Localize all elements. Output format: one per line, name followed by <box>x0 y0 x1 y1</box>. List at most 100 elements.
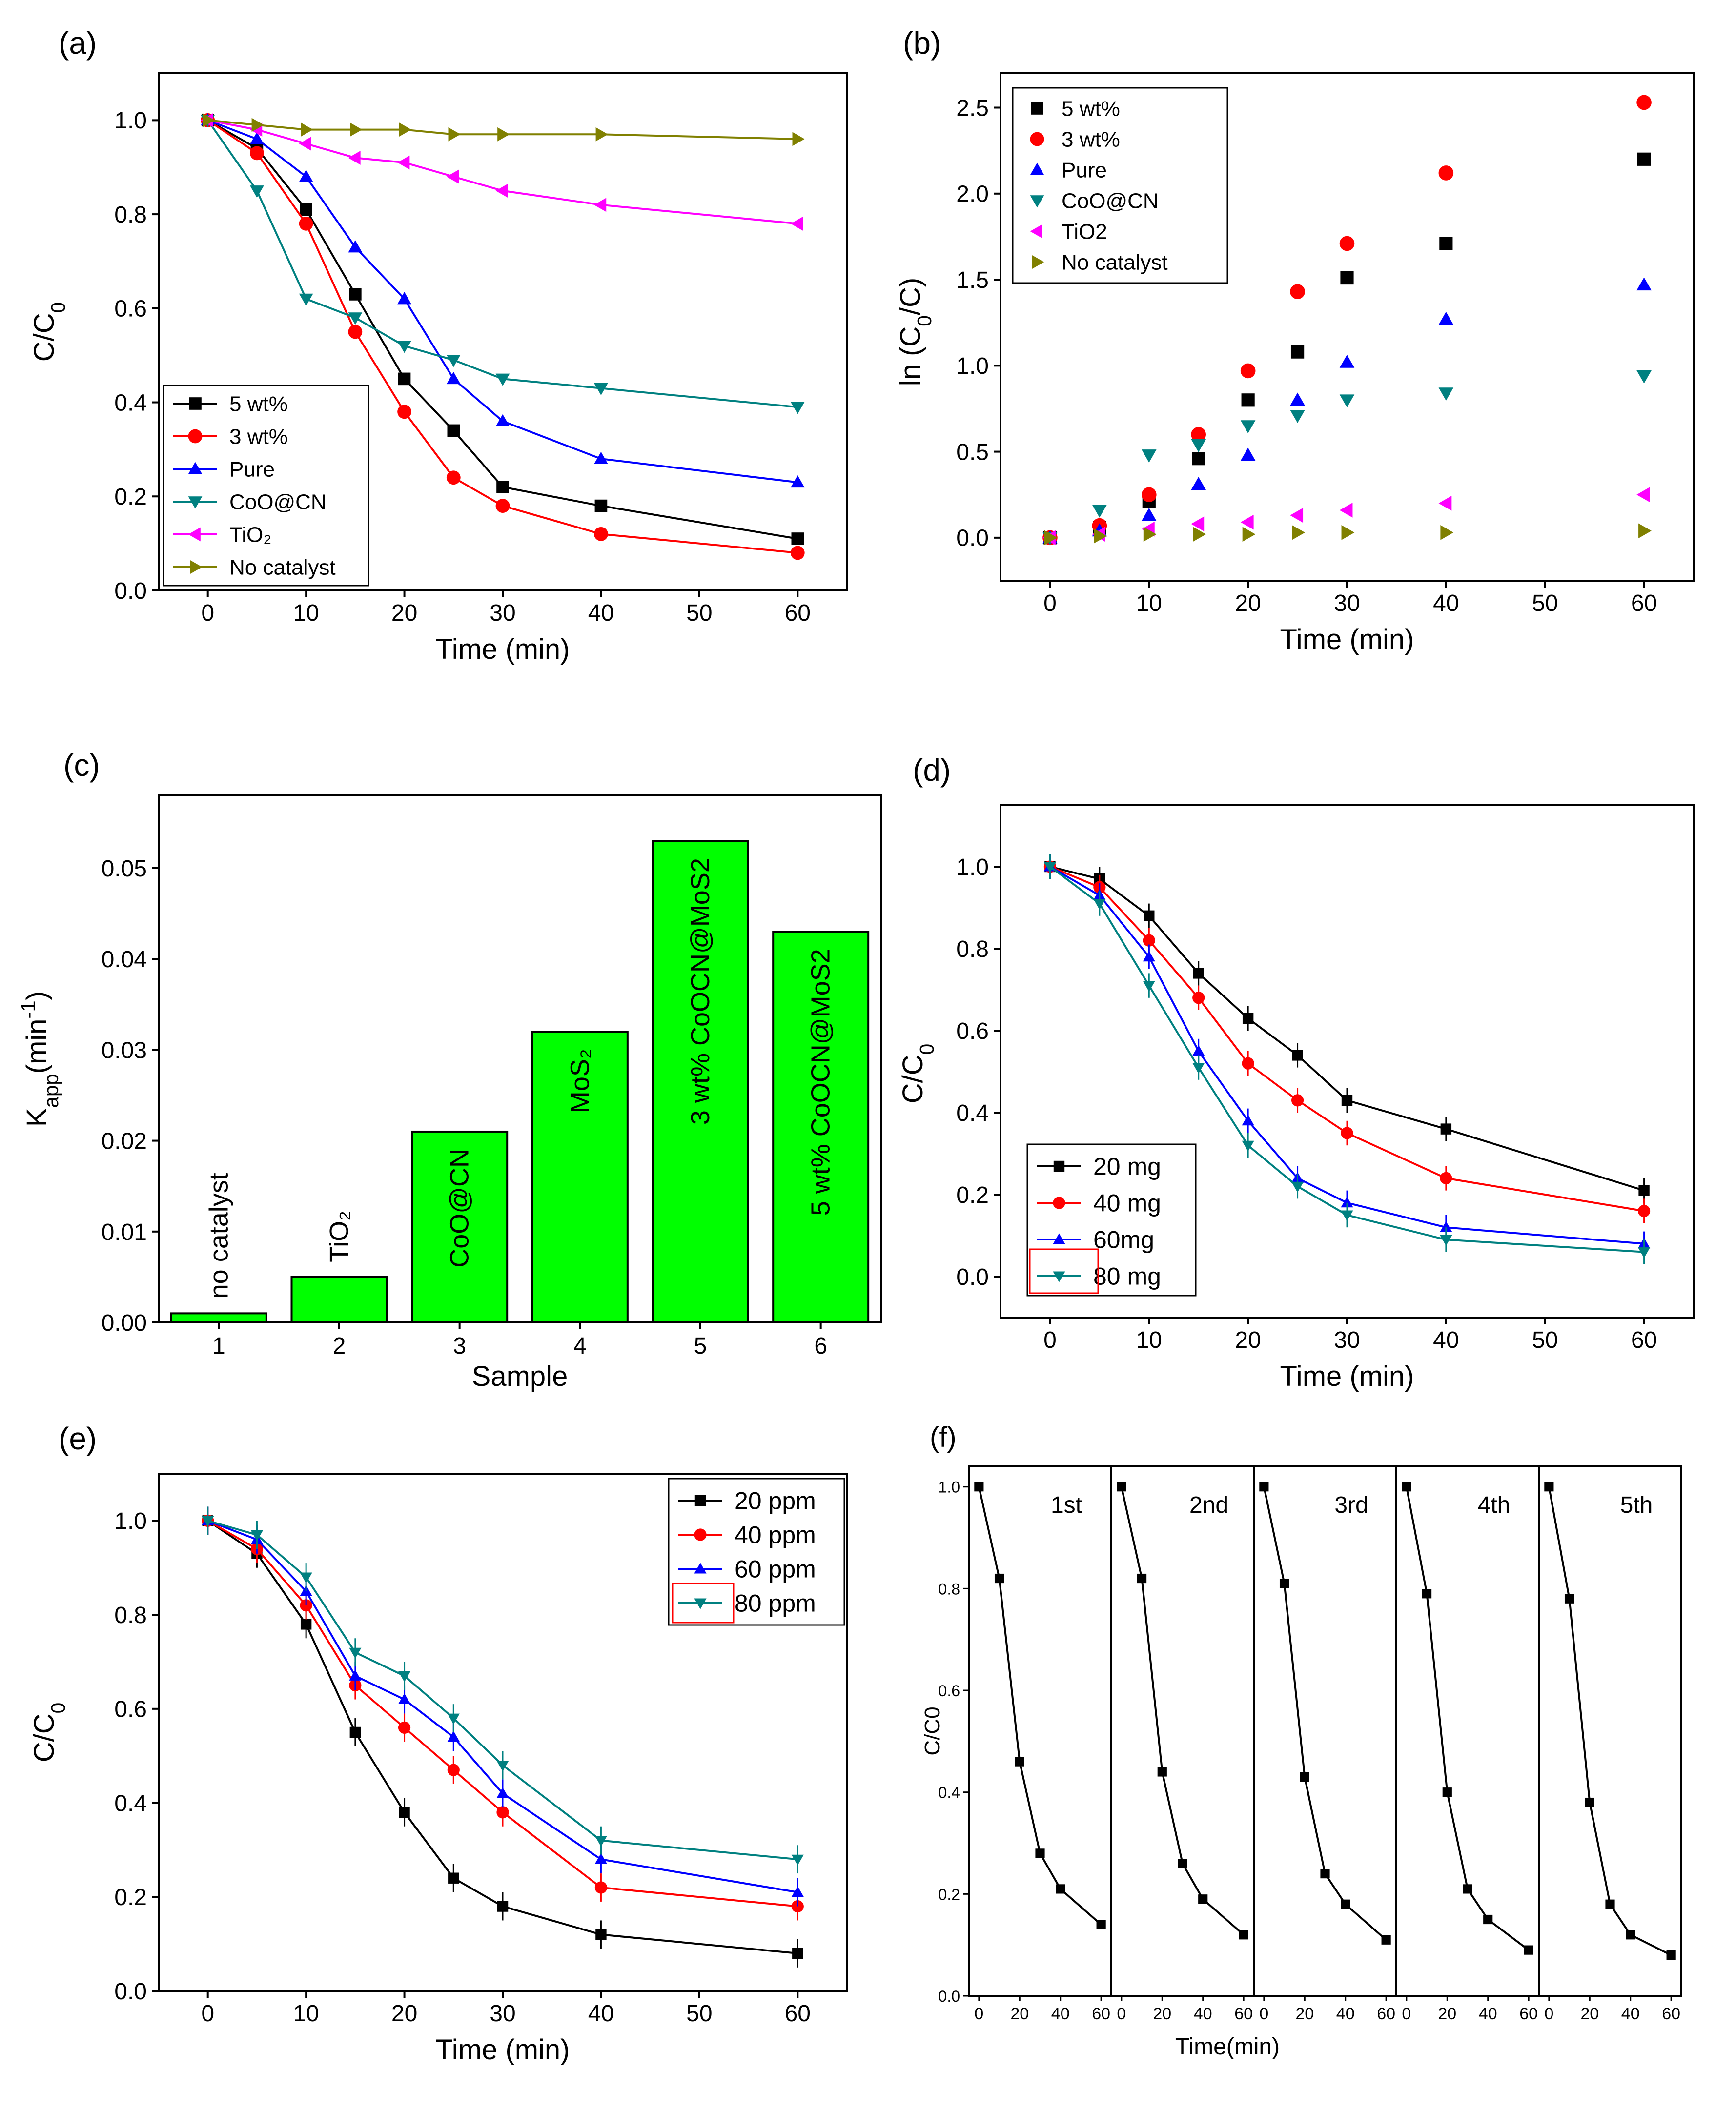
panel-label: (c) <box>63 748 100 783</box>
cycle-2-point <box>1198 1894 1208 1904</box>
data-point-series-1 <box>446 470 461 485</box>
data-point-series-0 <box>398 372 411 386</box>
y-tick-label: 0.04 <box>102 947 147 973</box>
data-point-series-3 <box>1438 387 1454 401</box>
cycle-2-point <box>1117 1482 1126 1492</box>
bar-sample-2 <box>290 1276 388 1323</box>
x-tick-label: 40 <box>1194 2005 1212 2023</box>
x-tick-label: 60 <box>785 600 811 626</box>
x-tick-label: 60 <box>1519 2005 1538 2023</box>
x-tick-label: 40 <box>588 600 614 626</box>
y-tick-label: 1.0 <box>114 108 147 134</box>
data-point-series-3 <box>1092 504 1107 518</box>
data-point-series-1 <box>1191 427 1206 442</box>
y-tick-label: 0.6 <box>939 1682 960 1700</box>
cycle-2-line <box>1120 1486 1245 1936</box>
x-tick-label: 10 <box>1136 590 1162 616</box>
y-tick-label: 1.0 <box>939 1479 960 1496</box>
legend-label: 80 ppm <box>735 1590 816 1617</box>
cycle-5-point <box>1585 1797 1594 1807</box>
data-point-series-3 <box>594 1836 608 1847</box>
data-point-series-1 <box>1242 1057 1254 1070</box>
bar-sample-4 <box>531 1031 629 1323</box>
y-tick-label: 0.03 <box>102 1037 147 1063</box>
x-tick-label: 20 <box>391 2001 417 2027</box>
y-tick-label: 0.8 <box>114 1603 147 1628</box>
legend-label: 3 wt% <box>1062 127 1120 151</box>
y-tick-label: 0.5 <box>956 439 989 465</box>
cycle-4-point <box>1402 1482 1411 1492</box>
y-axis-label: Kapp(min-1) <box>17 991 62 1127</box>
x-tick-label: 20 <box>1235 1327 1261 1353</box>
data-point-series-0 <box>1193 968 1204 979</box>
data-point-series-5 <box>792 132 805 146</box>
data-point-series-2 <box>1339 354 1355 368</box>
data-point-series-1 <box>1637 1205 1651 1218</box>
x-tick-label: 2 <box>333 1333 346 1359</box>
legend-label: No catalyst <box>229 555 336 579</box>
y-tick-label: 1.0 <box>956 353 989 379</box>
data-point-series-2 <box>790 475 805 488</box>
data-point-series-0 <box>1638 1185 1650 1196</box>
legend-marker <box>189 397 202 410</box>
data-point-series-2 <box>791 1886 804 1897</box>
bar-sample-6 <box>772 931 870 1323</box>
data-point-series-2 <box>1191 477 1206 490</box>
legend-label: TiO2 <box>1062 220 1107 244</box>
data-point-series-1 <box>348 325 363 339</box>
legend-label: 5 wt% <box>229 392 288 416</box>
x-tick-label: 30 <box>1334 590 1360 616</box>
cycle-1-point <box>1096 1920 1106 1929</box>
data-point-series-0 <box>1439 237 1453 250</box>
x-tick-label: 20 <box>1010 2005 1029 2023</box>
data-point-series-5 <box>202 113 215 127</box>
data-point-series-3 <box>300 1572 312 1584</box>
x-axis-label: Time (min) <box>1280 624 1414 655</box>
legend-highlight-box <box>1029 1248 1099 1294</box>
x-tick-label: 20 <box>391 600 417 626</box>
data-point-series-2 <box>250 132 264 144</box>
data-point-series-3 <box>1192 1063 1205 1074</box>
y-tick-label: 2.5 <box>956 95 989 121</box>
data-point-series-0 <box>497 1901 509 1912</box>
legend-marker <box>1030 162 1044 175</box>
x-tick-label: 50 <box>1532 590 1558 616</box>
data-point-series-5 <box>301 122 313 137</box>
data-point-series-0 <box>448 1872 459 1884</box>
x-tick-label: 0 <box>201 2001 214 2027</box>
data-point-series-3 <box>495 373 510 386</box>
data-point-series-0 <box>1242 1013 1254 1024</box>
x-tick-label: 40 <box>1479 2005 1497 2023</box>
data-point-series-4 <box>495 183 508 198</box>
y-tick-label: 0.0 <box>956 526 989 551</box>
x-tick-label: 10 <box>293 600 319 626</box>
x-tick-label: 50 <box>1532 1327 1558 1353</box>
y-tick-label: 0.4 <box>939 1784 960 1802</box>
x-tick-label: 60 <box>1234 2005 1253 2023</box>
data-point-series-2 <box>299 169 313 182</box>
x-tick-label: 0 <box>1043 590 1057 616</box>
data-point-series-3 <box>1242 1140 1254 1152</box>
data-point-series-1 <box>299 216 313 231</box>
cycle-1-point <box>1015 1757 1024 1767</box>
panel-d-chart: 0 10 20 30 40 50 60 0.0 0.2 0.4 0.6 0.8 1.0 (d) Time (… <box>897 752 1695 1392</box>
data-point-series-4 <box>299 137 311 151</box>
data-point-series-3 <box>496 1761 509 1772</box>
y-tick-label: 0.05 <box>102 856 147 882</box>
bar-sample-5 <box>652 840 749 1323</box>
x-tick-label: 40 <box>1433 590 1459 616</box>
cycle-4-point <box>1422 1589 1432 1599</box>
x-tick-label: 50 <box>686 2001 712 2027</box>
data-point-series-2 <box>495 414 510 426</box>
data-point-series-4 <box>397 155 410 170</box>
data-point-series-2 <box>1143 951 1155 962</box>
panel-f-chart: (f) 0.0 0.2 0.4 0.6 0.8 1.0 1st 0 20 40 60 2nd 0 20 40 6… <box>920 1422 1682 2060</box>
data-point-series-0 <box>791 532 804 545</box>
data-point-series-0 <box>595 1929 607 1940</box>
cycle-3-point <box>1259 1482 1269 1492</box>
x-tick-label: 0 <box>1043 1327 1057 1353</box>
cycle-1-line <box>978 1486 1102 1926</box>
legend-marker <box>1032 255 1044 269</box>
data-point-series-2 <box>447 1731 460 1742</box>
